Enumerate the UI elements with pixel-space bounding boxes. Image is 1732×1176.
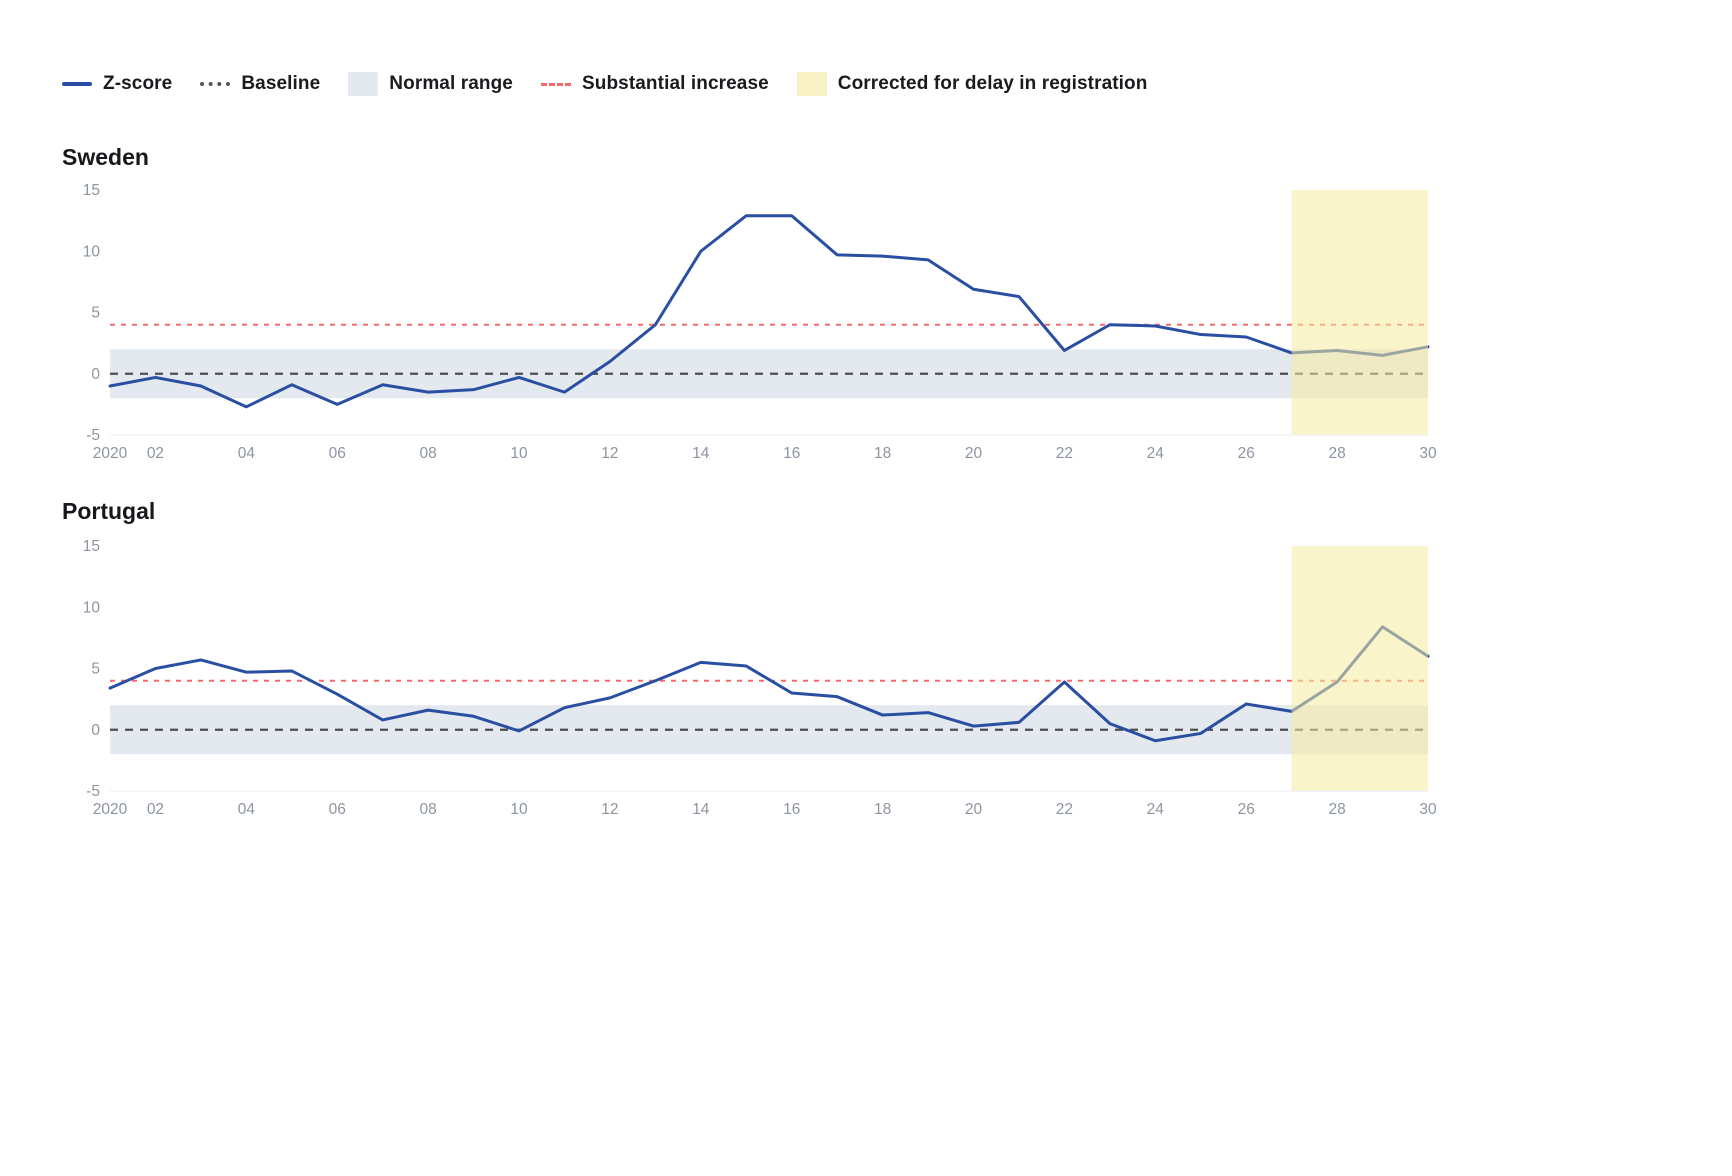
- baseline-dotted-swatch: [200, 82, 231, 86]
- legend-label: Z-score: [103, 73, 173, 94]
- y-axis-tick-label: -5: [86, 427, 100, 444]
- legend-item-z-score: Z-score: [62, 73, 172, 95]
- x-axis-tick-label: 10: [510, 445, 528, 462]
- x-axis-tick-label: 16: [783, 445, 800, 462]
- y-axis-tick-label: 15: [83, 538, 100, 555]
- z-score-line: [108, 625, 1430, 743]
- x-axis-tick-label: 20: [965, 801, 983, 818]
- normal-range-box-swatch: [348, 72, 379, 96]
- x-axis-tick-label: 02: [147, 445, 164, 462]
- x-axis-tick-label: 24: [1147, 445, 1165, 462]
- x-axis-tick-label: 30: [1419, 445, 1437, 462]
- x-axis-tick-label: 24: [1147, 801, 1165, 818]
- x-axis-tick-label: 18: [874, 801, 891, 818]
- portugal-chart: 15 10 5 0 -5 2020 02 04 06 08 10 12 14 16 18 20 22 24 26 28…: [60, 538, 1440, 835]
- x-axis-tick-label: 12: [601, 801, 618, 818]
- x-axis-tick-label: 14: [692, 801, 710, 818]
- x-axis-tick-label: 22: [1056, 445, 1073, 462]
- x-axis-tick-label: 2020: [93, 801, 128, 818]
- chart-title-portugal: Portugal: [62, 498, 156, 524]
- x-axis-tick-label: 26: [1238, 801, 1255, 818]
- y-axis-tick-label: 5: [91, 661, 100, 678]
- legend: Z-score Baseline Normal range Substantia…: [62, 72, 1147, 96]
- corrected-region-band: [1291, 190, 1428, 435]
- legend-label: Baseline: [241, 73, 321, 94]
- legend-label: Normal range: [389, 73, 513, 94]
- legend-label: Substantial increase: [581, 73, 769, 94]
- x-axis-tick-label: 14: [692, 445, 710, 462]
- x-axis-tick-label: 04: [238, 801, 256, 818]
- corrected-region-band: [1291, 546, 1428, 791]
- y-axis-tick-label: 0: [91, 722, 100, 739]
- x-axis-tick-label: 08: [420, 801, 437, 818]
- z-score-line-swatch: [62, 82, 92, 86]
- substantial-increase-dashed-swatch: [540, 82, 571, 86]
- x-axis-tick-label: 28: [1328, 445, 1345, 462]
- legend-label: Corrected for delay in registration: [837, 73, 1148, 94]
- x-axis-tick-label: 30: [1419, 801, 1437, 818]
- y-axis-tick-label: 0: [91, 366, 100, 383]
- x-axis-tick-label: 26: [1238, 445, 1255, 462]
- y-axis-tick-label: 15: [83, 182, 100, 199]
- x-axis-tick-label: 06: [329, 445, 346, 462]
- sweden-chart: 15 10 5 0 -5 2020 02 04 06 08 10 12 14 16 18 20 22 24 26 28…: [60, 182, 1440, 479]
- legend-item-substantial-increase: Substantial increase: [540, 73, 769, 95]
- x-axis-tick-label: 18: [874, 445, 891, 462]
- x-axis-tick-label: 04: [238, 445, 256, 462]
- z-score-line: [108, 214, 1430, 409]
- x-axis-tick-label: 28: [1328, 801, 1345, 818]
- x-axis-tick-label: 20: [965, 445, 983, 462]
- y-axis-tick-label: 10: [83, 599, 101, 616]
- x-axis-tick-label: 08: [420, 445, 437, 462]
- corrected-delay-box-swatch: [796, 72, 827, 96]
- x-axis-tick-label: 12: [601, 445, 618, 462]
- y-axis-tick-label: 5: [91, 305, 100, 322]
- x-axis-tick-label: 06: [329, 801, 346, 818]
- chart-title-sweden: Sweden: [62, 144, 149, 170]
- legend-item-corrected-delay: Corrected for delay in registration: [796, 72, 1148, 96]
- x-axis-tick-label: 22: [1056, 801, 1073, 818]
- x-axis-tick-label: 10: [510, 801, 528, 818]
- x-axis-tick-label: 02: [147, 801, 164, 818]
- x-axis-tick-label: 16: [783, 801, 800, 818]
- y-axis-tick-label: -5: [86, 783, 100, 800]
- x-axis-tick-label: 2020: [93, 445, 128, 462]
- legend-item-baseline: Baseline: [200, 73, 320, 95]
- y-axis-tick-label: 10: [83, 243, 101, 260]
- legend-item-normal-range: Normal range: [348, 72, 513, 96]
